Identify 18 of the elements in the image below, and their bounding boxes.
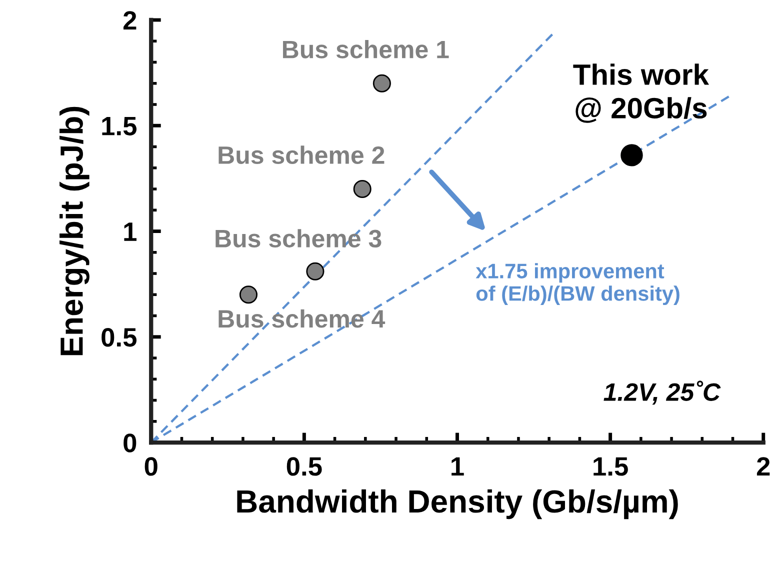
annotation: Bus scheme 3: [216, 229, 382, 248]
y-tick-label: 0.5: [102, 328, 137, 347]
x-tick-label: 0: [144, 457, 158, 476]
x-tick-label: 1.5: [594, 457, 628, 476]
annotation: This work @ 20Gb/s: [573, 64, 710, 123]
y-tick-label: 1.5: [102, 117, 137, 136]
annotation: x1.75 improvement of (E/b)/(BW density): [476, 263, 680, 306]
y-tick-label: 0: [124, 434, 136, 452]
x-tick-label: 1: [452, 457, 464, 476]
y-tick-label: 1: [124, 222, 136, 241]
x-tick-label: 2: [756, 457, 770, 476]
y-tick-label: 2: [123, 11, 136, 30]
x-axis-title: Bandwidth Density (Gb/s/µm): [237, 489, 678, 520]
y-axis-title: Energy/bit (pJ/b): [60, 106, 90, 356]
annotation: Bus scheme 2: [218, 146, 384, 164]
annotation: Bus scheme 1: [283, 40, 449, 58]
annotation: 1.2V, 25˚C: [604, 380, 721, 405]
x-tick-label: 0.5: [286, 457, 322, 476]
